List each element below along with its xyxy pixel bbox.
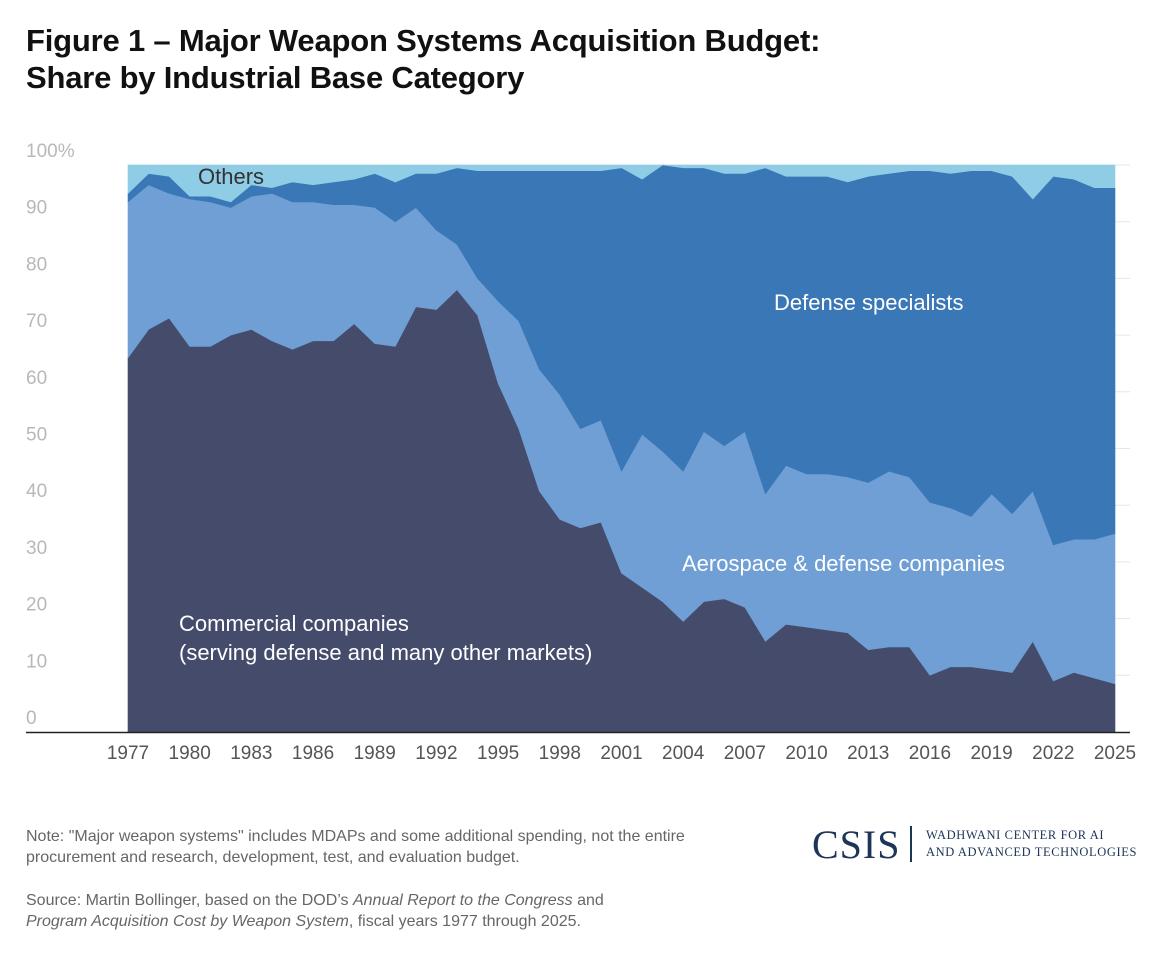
x-tick-label: 1995 (477, 743, 519, 764)
source-prefix: Source: Martin Bollinger, based on the D… (26, 892, 353, 909)
chart-note: Note: "Major weapon systems" includes MD… (26, 828, 685, 866)
logo-center-name: WADHWANI CENTER FOR AI AND ADVANCED TECH… (926, 827, 1137, 861)
y-tick-label: 0 (26, 708, 37, 729)
y-tick-label: 50 (26, 425, 47, 446)
chart-title: Figure 1 – Major Weapon Systems Acquisit… (26, 22, 926, 96)
chart-source: Source: Martin Bollinger, based on the D… (26, 890, 666, 932)
x-tick-label: 1992 (415, 743, 457, 764)
y-tick-label: 10 (26, 651, 47, 672)
y-tick-label: 100% (26, 141, 75, 162)
x-tick-label: 2010 (785, 743, 827, 764)
y-tick-label: 20 (26, 595, 47, 616)
x-tick-label: 2025 (1094, 743, 1136, 764)
y-tick-label: 30 (26, 538, 47, 559)
y-tick-label: 60 (26, 368, 47, 389)
source-title-annual-report: Annual Report to the Congress (352, 892, 573, 909)
y-tick-label: 70 (26, 311, 47, 332)
x-tick-label: 2013 (847, 743, 889, 764)
y-tick-label: 80 (26, 254, 47, 275)
area-label-others: Others (198, 164, 264, 189)
x-tick-label: 2022 (1032, 743, 1074, 764)
y-tick-label: 40 (26, 481, 47, 502)
y-tick-label: 90 (26, 198, 47, 219)
source-title-program-cost: Program Acquisition Cost by Weapon Syste… (26, 913, 349, 930)
x-tick-label: 1980 (169, 743, 211, 764)
csis-logo: CSIS WADHWANI CENTER FOR AI AND ADVANCED… (812, 822, 1152, 868)
source-conjunction: and (572, 892, 604, 909)
x-tick-label: 2016 (909, 743, 951, 764)
area-label-commercial-companies-serving-defense-and-many-other-markets: (serving defense and many other markets) (179, 640, 592, 665)
logo-center-line-2: AND ADVANCED TECHNOLOGIES (926, 845, 1138, 859)
area-label-commercial-companies-serving-defense-and-many-other-markets: Commercial companies (179, 611, 409, 636)
x-tick-label: 1977 (107, 743, 149, 764)
logo-divider (910, 826, 912, 862)
x-tick-label: 1986 (292, 743, 334, 764)
chart-title-line-2: Share by Industrial Base Category (26, 60, 525, 95)
x-tick-label: 2004 (662, 743, 705, 764)
area-labels: Commercial companies (serving defense and… (179, 164, 1005, 665)
logo-center-line-1: WADHWANI CENTER FOR AI (926, 828, 1105, 842)
x-tick-label: 1998 (539, 743, 581, 764)
area-others (127, 164, 1116, 203)
area-label-defense-specialists: Defense specialists (774, 290, 964, 315)
source-suffix: , fiscal years 1977 through 2025. (348, 913, 581, 930)
chart-title-line-1: Figure 1 – Major Weapon Systems Acquisit… (26, 23, 821, 58)
x-tick-label: 2019 (970, 743, 1012, 764)
x-tick-label: 2007 (724, 743, 766, 764)
area-label-aerospace-defense-companies: Aerospace & defense companies (682, 551, 1005, 576)
x-tick-label: 2001 (600, 743, 642, 764)
csis-wordmark: CSIS (812, 822, 901, 867)
x-tick-label: 1983 (230, 743, 272, 764)
x-tick-label: 1989 (354, 743, 396, 764)
